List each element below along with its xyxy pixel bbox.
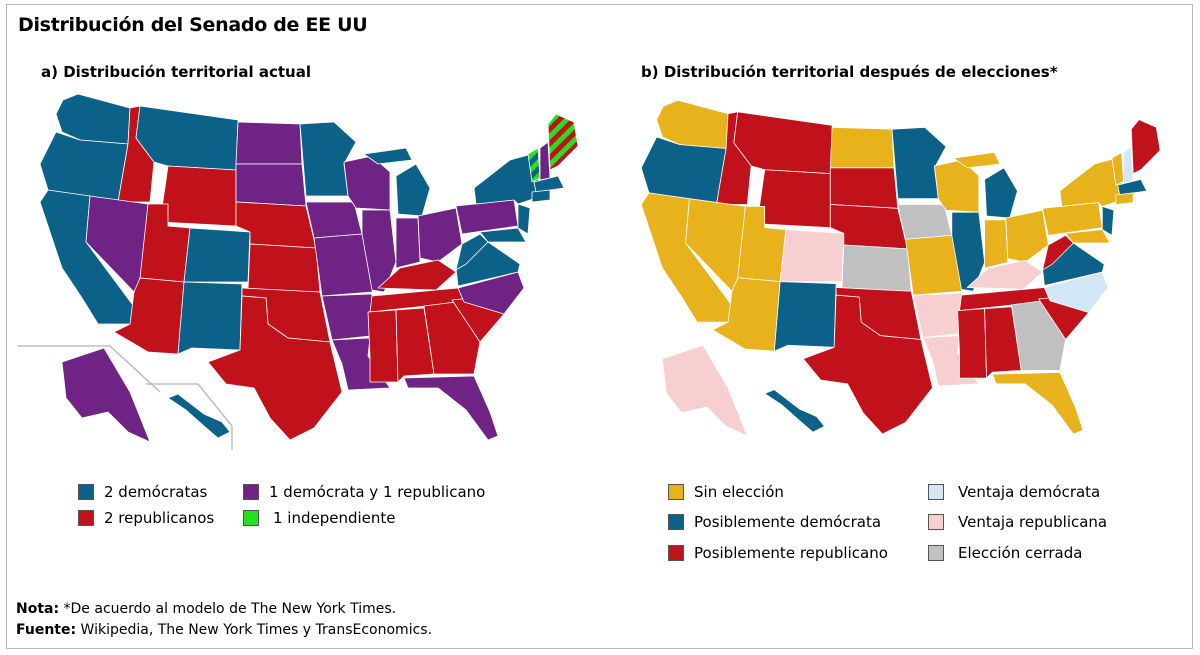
state-in	[395, 217, 421, 269]
legend-swatch	[78, 510, 94, 526]
state-mi-up	[953, 152, 1001, 169]
state-al	[395, 307, 435, 383]
state-ky	[966, 260, 1043, 290]
state-me	[547, 113, 579, 171]
legend-swatch	[668, 514, 684, 530]
legend-b-item-likely-dem: Posiblemente demócrata	[668, 513, 881, 531]
legend-b-item-lean-dem: Ventaja demócrata	[928, 483, 1100, 501]
legend-swatch	[928, 514, 944, 530]
state-ks	[247, 243, 321, 293]
state-nj	[517, 203, 531, 235]
note-text: *De acuerdo al modelo de The New York Ti…	[59, 601, 397, 617]
legend-label: Posiblemente republicano	[694, 544, 888, 562]
state-ny	[473, 153, 543, 205]
state-nj	[1101, 206, 1115, 236]
state-nh	[1123, 146, 1134, 184]
state-nm	[177, 281, 243, 355]
state-ma	[533, 175, 565, 193]
legend-swatch	[78, 484, 94, 500]
state-sd	[235, 163, 307, 207]
legend-label: 1 demócrata y 1 republicano	[269, 483, 486, 501]
state-ct	[1115, 192, 1134, 205]
legend-swatch	[243, 510, 259, 526]
source-text: Wikipedia, The New York Times y TransEco…	[76, 622, 433, 638]
state-ms	[367, 309, 399, 383]
legend-swatch	[243, 484, 259, 500]
state-nh	[539, 141, 551, 181]
state-md	[1065, 229, 1111, 244]
state-wy	[159, 165, 237, 227]
state-mi	[395, 163, 431, 217]
source-label: Fuente:	[16, 622, 77, 638]
state-wv	[1042, 234, 1074, 271]
note-label: Nota:	[16, 601, 60, 617]
state-nd	[829, 126, 895, 169]
state-ms	[957, 308, 987, 379]
state-nd	[235, 121, 303, 165]
note-line: Nota: *De acuerdo al modelo de The New Y…	[16, 601, 396, 617]
legend-label: Ventaja demócrata	[958, 483, 1101, 501]
source-line: Fuente: Wikipedia, The New York Times y …	[16, 622, 432, 638]
state-hi	[167, 393, 231, 439]
state-ia	[897, 204, 953, 240]
state-oh	[417, 207, 463, 263]
figure-frame	[6, 4, 1193, 649]
legend-label: 2 republicanos	[104, 509, 215, 527]
state-mi-up	[363, 147, 413, 165]
legend-b-item-likely-rep: Posiblemente republicano	[668, 544, 888, 562]
state-nm	[773, 281, 837, 352]
legend-a-item-split: 1 demócrata y 1 republicano	[243, 483, 485, 501]
figure-title: Distribución del Senado de EE UU	[18, 14, 368, 36]
legend-swatch	[668, 545, 684, 561]
state-ks	[841, 244, 912, 292]
legend-swatch	[928, 545, 944, 561]
legend-label: 2 demócratas	[104, 483, 208, 501]
legend-swatch	[668, 484, 684, 500]
legend-a-item-2rep: 2 republicanos	[78, 509, 214, 527]
state-wy	[756, 169, 831, 229]
legend-label: Posiblemente demócrata	[694, 513, 882, 531]
state-co	[779, 229, 845, 283]
state-ar	[321, 293, 373, 341]
state-wv	[455, 233, 489, 271]
legend-label: Sin elección	[694, 483, 784, 501]
legend-label: Ventaja republicana	[958, 513, 1108, 531]
state-al	[984, 306, 1022, 379]
legend-b-item-tossup: Elección cerrada	[928, 544, 1082, 562]
legend-swatch	[928, 484, 944, 500]
state-fl	[403, 375, 499, 441]
state-il	[361, 209, 397, 293]
map-a-current	[18, 93, 579, 450]
state-ct	[531, 189, 551, 203]
state-ky	[377, 259, 457, 291]
state-md	[479, 227, 527, 243]
state-il	[951, 211, 986, 292]
state-ma	[1117, 179, 1148, 196]
state-ia	[305, 201, 363, 239]
state-hi	[764, 389, 825, 433]
legend-label: Elección cerrada	[958, 544, 1083, 562]
state-mi	[984, 167, 1018, 219]
state-me	[1130, 119, 1161, 174]
state-oh	[1005, 209, 1049, 263]
state-tx	[207, 295, 343, 441]
legend-b-item-lean-rep: Ventaja republicana	[928, 513, 1107, 531]
state-co	[183, 227, 251, 283]
state-ak	[61, 347, 151, 443]
map-a-subtitle: a) Distribución territorial actual	[41, 63, 311, 81]
legend-a-item-2dem: 2 demócratas	[78, 483, 207, 501]
map-b-projection	[640, 99, 1161, 437]
state-in	[984, 219, 1009, 269]
state-ak	[662, 344, 748, 437]
map-b-subtitle: b) Distribución territorial después de e…	[641, 63, 1058, 81]
legend-a-item-ind: 1 independiente	[243, 509, 396, 527]
state-fl	[991, 371, 1084, 435]
state-ny	[1059, 157, 1126, 207]
state-tx	[802, 294, 933, 435]
legend-label: 1 independiente	[273, 509, 396, 527]
state-ar	[912, 292, 962, 338]
state-sd	[829, 167, 899, 209]
legend-b-item-noelection: Sin elección	[668, 483, 784, 501]
